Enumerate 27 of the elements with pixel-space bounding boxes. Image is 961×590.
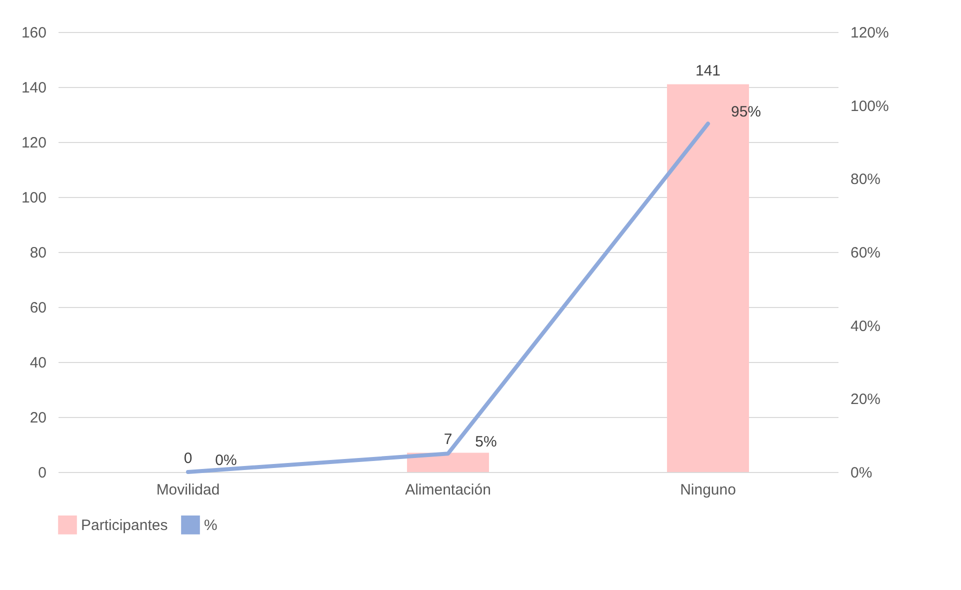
y-tick-label: 120: [21, 134, 46, 152]
data-label: 7: [444, 430, 452, 448]
y2-tick-label: 100%: [850, 98, 889, 115]
y2-tick-label: 0%: [850, 464, 872, 482]
y-tick-label: 140: [21, 80, 46, 96]
data-label: 95%: [730, 104, 762, 121]
y-tick-label: 20: [30, 410, 46, 426]
y2-tick-label: 80%: [850, 171, 881, 188]
data-label: 5%: [475, 434, 497, 451]
x-tick-label: Ninguno: [680, 482, 736, 498]
y2-tick-label: 60%: [850, 244, 881, 262]
y-tick-label: 100: [21, 190, 46, 206]
y-tick-label: 160: [21, 24, 46, 42]
y2-tick-label: 120%: [850, 24, 889, 42]
y-tick-label: 60: [30, 300, 46, 316]
legend-label: %: [204, 516, 218, 534]
x-tick-label: Movilidad: [156, 482, 220, 498]
data-label: 0: [184, 450, 192, 467]
y-tick-label: 80: [30, 244, 46, 262]
y-tick-label: 0: [38, 464, 46, 482]
x-tick-label: Alimentación: [405, 482, 491, 498]
data-label: 141: [695, 62, 721, 80]
legend-label: Participantes: [81, 516, 168, 534]
y2-tick-label: 40%: [850, 318, 881, 335]
y-tick-label: 40: [30, 354, 46, 372]
y2-tick-label: 20%: [850, 391, 881, 408]
data-label: 0%: [215, 452, 237, 469]
